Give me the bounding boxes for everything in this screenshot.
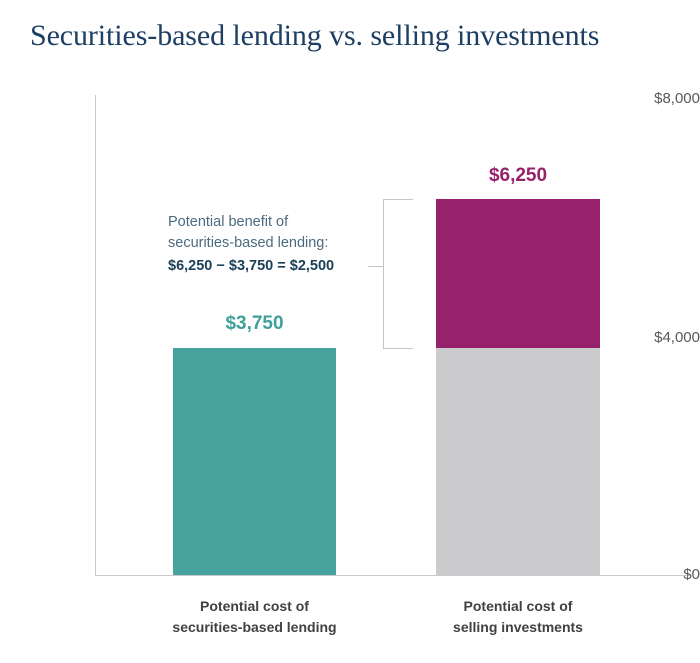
x-axis-line	[95, 575, 690, 576]
page-title: Securities-based lending vs. selling inv…	[30, 19, 600, 52]
annotation-line-1: Potential benefit of	[168, 214, 289, 230]
bar-value-label-left: $3,750	[225, 313, 284, 334]
y-axis-line	[95, 95, 96, 576]
category-label-right-line2: selling investments	[453, 619, 583, 635]
category-label-left: Potential cost of securities-based lendi…	[143, 596, 366, 638]
annotation-line-2: securities-based lending:	[168, 235, 329, 251]
bracket-arm-bottom	[383, 348, 413, 349]
bracket-arm-top	[383, 199, 413, 200]
bracket-spine	[383, 199, 384, 349]
y-tick-label-8000: $8,000	[654, 90, 700, 107]
y-tick-label-4000: $4,000	[654, 329, 700, 346]
difference-bracket	[368, 199, 413, 349]
category-label-right-line1: Potential cost of	[463, 598, 573, 614]
bracket-connector-line	[368, 266, 384, 267]
annotation-line-3: $6,250 − $3,750 = $2,500	[168, 258, 335, 274]
bar-selling-investments-base	[436, 348, 600, 575]
category-label-left-line2: securities-based lending	[172, 619, 337, 635]
category-label-left-line1: Potential cost of	[200, 598, 309, 614]
bar-value-label-right: $6,250	[488, 165, 548, 186]
y-tick-label-0: $0	[683, 566, 700, 583]
bar-selling-investments-additional	[436, 199, 600, 348]
bar-securities-based-lending	[173, 348, 336, 575]
benefit-annotation: Potential benefit of securities-based le…	[168, 212, 378, 277]
category-label-right: Potential cost of selling investments	[406, 596, 630, 638]
